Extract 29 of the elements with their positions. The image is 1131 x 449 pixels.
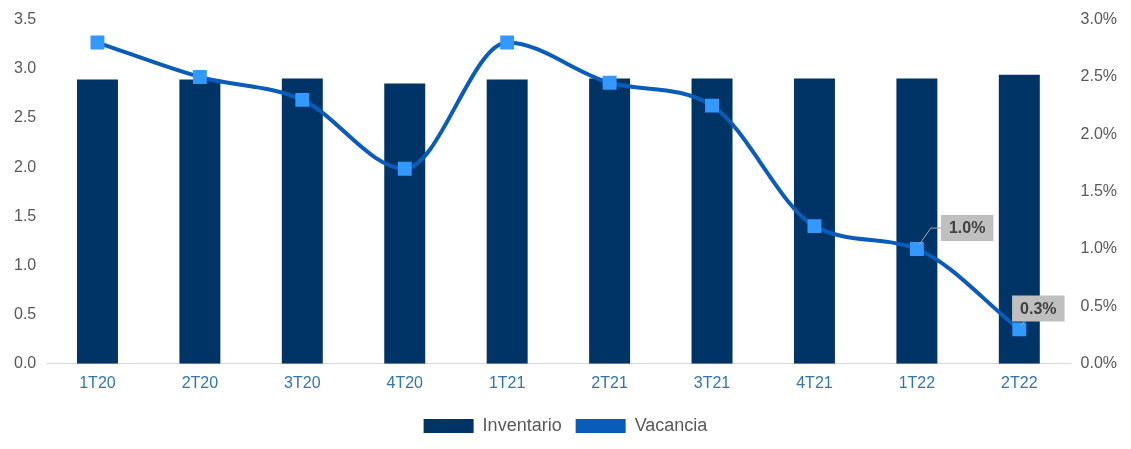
x-tick-label: 2T21 [591,373,628,391]
legend-label: Inventario [482,414,562,435]
y-tick-label: 0.0 [13,354,37,372]
x-tick-label: 2T20 [181,373,219,391]
y-tick-label: 0.5 [13,305,37,323]
y-tick-label: 3.0 [13,59,37,77]
x-tick-label: 2T22 [1001,373,1038,391]
x-tick-label: 1T20 [79,373,116,391]
x-tick-label: 3T21 [693,373,731,391]
y2-tick-label: 2.5% [1080,67,1117,85]
y-tick-label: 2.5 [13,108,37,126]
y2-tick-label: 1.5% [1080,182,1117,200]
y2-tick-label: 0.5% [1080,296,1117,314]
x-tick-label: 1T22 [898,373,936,391]
x-tick-label: 4T21 [796,373,833,391]
y-tick-label: 3.5 [13,10,37,28]
y2-tick-label: 2.0% [1080,124,1117,142]
y2-tick-label: 1.0% [1080,239,1117,257]
y-tick-label: 1.5 [13,206,37,224]
y2-tick-label: 0.0% [1080,354,1117,372]
data-label: 1.0% [948,219,986,237]
x-tick-label: 1T21 [488,373,526,391]
x-tick-label: 3T20 [284,373,321,391]
legend-label: Vacancia [634,414,709,435]
data-label: 0.3% [1020,299,1057,317]
x-tick-label: 4T20 [386,373,424,391]
y-tick-label: 2.0 [13,157,37,175]
y2-tick-label: 3.0% [1080,10,1117,28]
y-tick-label: 1.0 [13,255,37,273]
